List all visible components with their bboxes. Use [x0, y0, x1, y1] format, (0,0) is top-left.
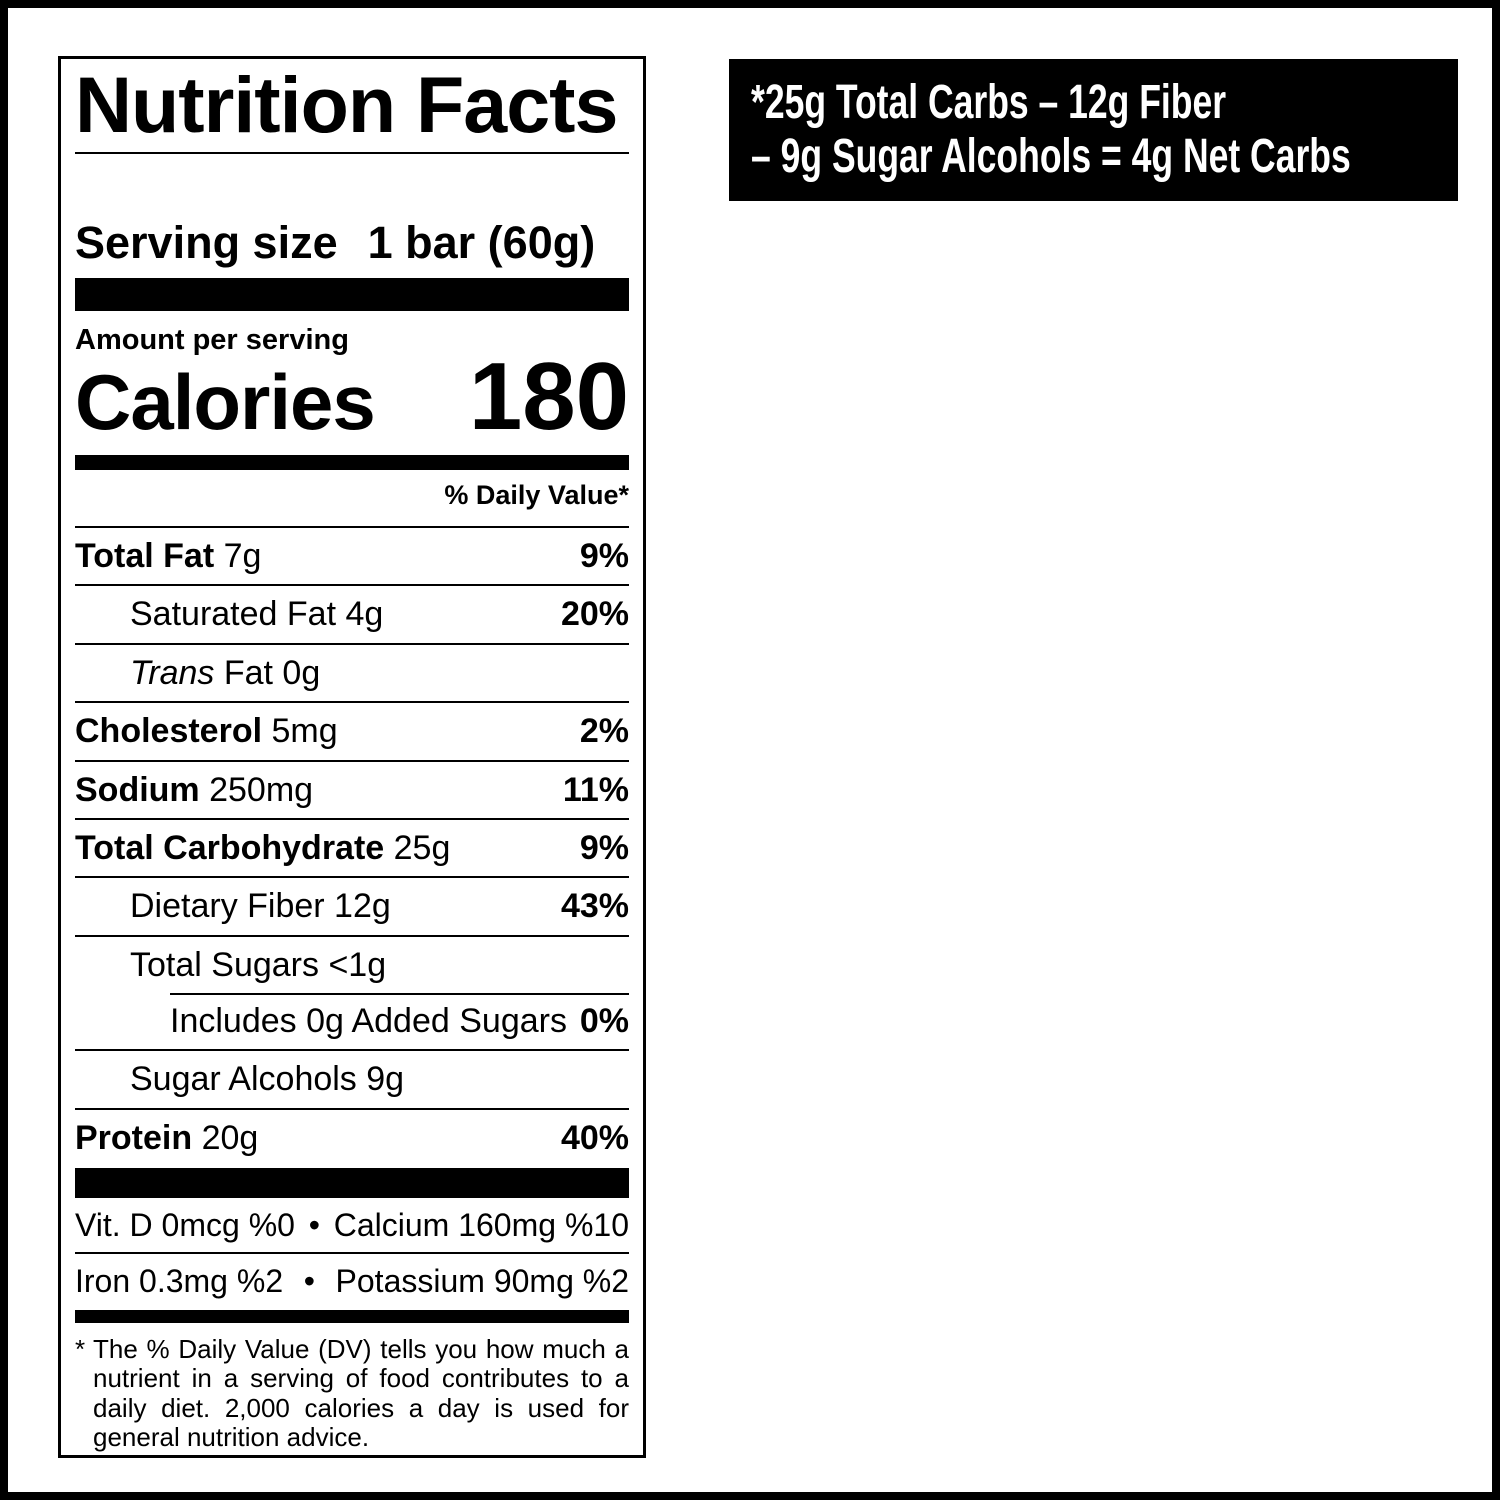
banner-line-2: – 9g Sugar Alcohols = 4g Net Carbs [751, 130, 1351, 183]
dv-protein: 40% [560, 1118, 629, 1157]
footnote-marker: * [75, 1333, 86, 1364]
potassium-value: Potassium 90mg %2 [335, 1263, 629, 1300]
dv-total-carbohydrate: 9% [579, 828, 629, 867]
dv-saturated-fat: 20% [560, 595, 629, 634]
row-total-fat: Total Fat 7g 9% [75, 536, 629, 575]
calcium-value: Calcium 160mg %10 [333, 1207, 629, 1244]
footnote: * The % Daily Value (DV) tells you how m… [75, 1333, 629, 1453]
nutrition-facts-label: Nutrition Facts Serving size 1 bar (60g)… [58, 56, 646, 1458]
footnote-text: The % Daily Value (DV) tells you how muc… [93, 1333, 629, 1452]
thick-bar-protein [75, 1168, 629, 1199]
dv-sodium: 11% [562, 770, 629, 809]
daily-value-header: % Daily Value* [444, 480, 629, 511]
row-total-sugars: Total Sugars <1g [75, 934, 629, 993]
nutrient-rows: Total Fat 7g 9% Saturated Fat 4g 20% Tra… [75, 528, 629, 1166]
bullet-icon: • [303, 1263, 315, 1300]
row-sodium: Sodium 250mg 11% [75, 759, 629, 818]
calories-label: Calories [75, 358, 376, 447]
amount-per-serving-label: Amount per serving [75, 323, 349, 356]
label-title: Nutrition Facts [75, 60, 618, 149]
daily-value-rule [75, 525, 629, 528]
serving-size-label: Serving size [75, 217, 338, 268]
net-carbs-banner: *25g Total Carbs – 12g Fiber – 9g Sugar … [729, 59, 1458, 201]
row-trans-fat: Trans Fat 0g [75, 642, 629, 701]
row-saturated-fat: Saturated Fat 4g 20% [75, 584, 629, 642]
vitamin-d-value: Vit. D 0mcg %0 [75, 1207, 295, 1244]
row-total-carbohydrate: Total Carbohydrate 25g 9% [75, 817, 629, 876]
dv-added-sugars: 0% [579, 1002, 629, 1041]
indented-rule [170, 993, 629, 996]
thick-bar-calories [75, 455, 629, 471]
bullet-icon: • [308, 1207, 320, 1244]
iron-value: Iron 0.3mg %2 [75, 1263, 284, 1300]
row-cholesterol: Cholesterol 5mg 2% [75, 701, 629, 759]
dv-dietary-fiber: 43% [560, 887, 629, 926]
row-protein: Protein 20g 40% [75, 1107, 629, 1166]
row-sugar-alcohols: Sugar Alcohols 9g [75, 1049, 629, 1107]
dv-total-fat: 9% [579, 536, 629, 575]
calories-value: 180 [468, 343, 629, 451]
micronutrient-rows: Vit. D 0mcg %0 • Calcium 160mg %10 Iron … [75, 1198, 629, 1308]
serving-size-value: 1 bar (60g) [367, 217, 596, 268]
micronutrient-row-vitd-calcium: Vit. D 0mcg %0 • Calcium 160mg %10 [75, 1198, 629, 1252]
calories-row: Calories 180 [75, 349, 629, 445]
row-added-sugars: Includes 0g Added Sugars 0% [75, 993, 629, 1049]
row-dietary-fiber: Dietary Fiber 12g 43% [75, 876, 629, 934]
dv-cholesterol: 2% [579, 712, 629, 751]
thick-bar-footnote [75, 1309, 629, 1323]
serving-size-row: Serving size 1 bar (60g) [75, 217, 629, 269]
micronutrient-row-iron-potassium: Iron 0.3mg %2 • Potassium 90mg %2 [75, 1252, 629, 1308]
title-rule [75, 152, 629, 154]
banner-line-1: *25g Total Carbs – 12g Fiber [751, 76, 1227, 129]
thick-bar-serving [75, 277, 629, 311]
